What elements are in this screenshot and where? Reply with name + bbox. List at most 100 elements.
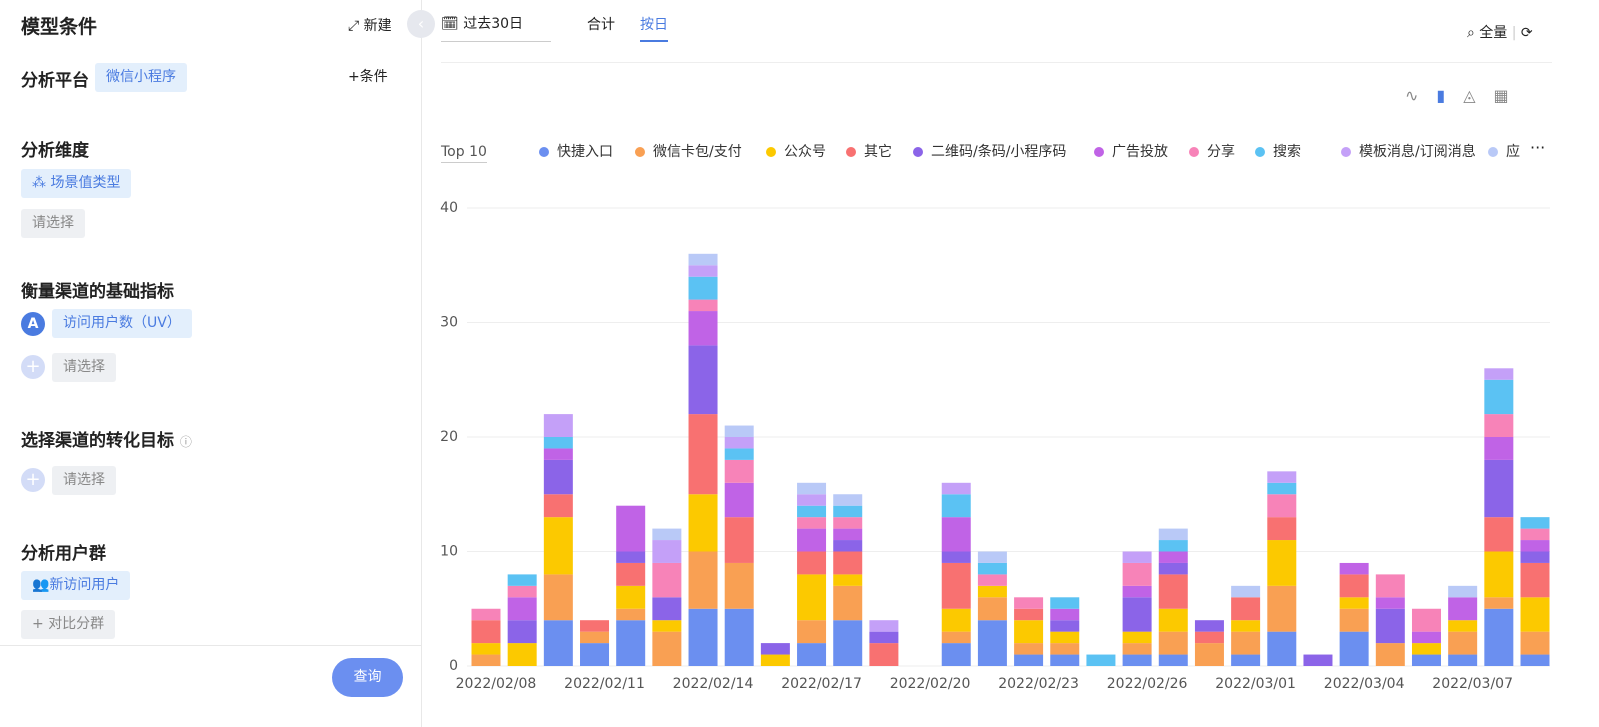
bar-segment <box>1339 608 1369 632</box>
bar-segment <box>1375 574 1405 598</box>
tag[interactable]: 访问用户数（UV） <box>52 309 192 338</box>
bar-segment <box>1448 585 1478 598</box>
legend-label: 快捷入口 <box>557 144 613 160</box>
bar-segment <box>1050 654 1080 666</box>
bar-segment <box>797 643 827 666</box>
bar-segment <box>1122 597 1152 632</box>
bar-segment <box>688 265 718 277</box>
bar-segment <box>1231 597 1261 621</box>
bar-segment <box>543 437 573 449</box>
bar-segment <box>797 551 827 575</box>
y-tick-label: 10 <box>440 544 458 560</box>
bar-segment <box>1231 631 1261 655</box>
bar-segment <box>1411 643 1441 655</box>
bar-segment <box>471 643 501 655</box>
bar-segment <box>688 276 718 300</box>
more[interactable]: ··· <box>1530 138 1546 157</box>
bar-segment <box>1267 494 1297 518</box>
bar-segment <box>1231 585 1261 598</box>
tag[interactable]: 微信小程序 <box>95 63 187 92</box>
x-tick-label: 2022/02/17 <box>781 676 862 692</box>
y-tick-label: 0 <box>449 658 458 674</box>
bar-segment <box>1411 631 1441 644</box>
bar-segment <box>543 574 573 621</box>
bar-segment <box>616 585 646 609</box>
bar-segment <box>580 643 610 666</box>
scope[interactable]: ⌕ 全量 | ⟳ <box>1467 25 1533 41</box>
compare[interactable]: + 对比分群 <box>21 610 116 639</box>
bar-segment <box>797 505 827 518</box>
bar-segment <box>1520 540 1550 552</box>
x-tick-label: 2022/03/07 <box>1432 676 1513 692</box>
label: 分析用户群 <box>21 544 106 564</box>
y-tick-label: 20 <box>440 429 458 445</box>
bar-segment <box>543 494 573 518</box>
bar-segment <box>1122 551 1152 563</box>
bar-segment <box>652 562 682 598</box>
new-button[interactable]: ⤢ 新建 <box>348 15 392 35</box>
plus-icon[interactable]: + <box>21 355 45 379</box>
select[interactable]: 请选择 <box>52 353 116 382</box>
bar-segment <box>543 517 573 575</box>
bar-segment <box>941 482 971 495</box>
bar-segment <box>941 643 971 666</box>
x-tick-label: 2022/02/14 <box>673 676 754 692</box>
bar-segment <box>941 631 971 644</box>
bar-segment <box>1484 379 1514 415</box>
bar-segment <box>688 494 718 552</box>
bar-segment <box>869 620 899 632</box>
bar-segment <box>652 597 682 621</box>
bar-segment <box>760 654 790 666</box>
x-tick-label: 2022/02/08 <box>456 676 537 692</box>
legend-label: 分享 <box>1207 143 1235 160</box>
label: 对比分群 <box>48 616 105 632</box>
bar-segment <box>616 505 646 552</box>
top-select[interactable]: Top 10 <box>441 144 487 163</box>
bar-segment <box>1267 471 1297 483</box>
query-button[interactable]: 查询 <box>332 658 403 697</box>
add-condition[interactable]: +条件 <box>348 69 388 85</box>
tag[interactable]: ⁂ 场景值类型 <box>21 169 132 198</box>
bar-segment <box>1158 608 1188 632</box>
bar-segment <box>1267 540 1297 586</box>
plus-icon[interactable]: + <box>21 468 45 492</box>
bar-segment <box>1267 517 1297 541</box>
legend-dot <box>766 147 776 157</box>
tab[interactable]: 按日 <box>640 14 668 42</box>
info-icon[interactable]: ⓘ <box>179 435 192 449</box>
bar-segment <box>1520 597 1550 632</box>
bar-segment <box>833 494 863 506</box>
bar-segment <box>1014 620 1044 644</box>
bar-segment <box>543 448 573 460</box>
bar-segment <box>797 574 827 621</box>
bar-segment <box>869 631 899 644</box>
tab[interactable]: 合计 <box>587 17 615 33</box>
bar-segment <box>833 620 863 666</box>
badge: A <box>21 312 45 336</box>
legend-dot <box>1341 147 1351 157</box>
bar-segment <box>833 505 863 518</box>
bar-segment <box>797 482 827 495</box>
label: 衡量渠道的基础指标 <box>21 282 174 302</box>
date-picker[interactable]: 🗓 过去30日 <box>441 12 551 42</box>
bar-segment <box>941 494 971 518</box>
bar-segment <box>1448 654 1478 666</box>
bar-segment <box>724 608 754 666</box>
bar-segment <box>797 517 827 529</box>
bar-segment <box>833 585 863 621</box>
collapse[interactable]: ‹ <box>407 10 435 38</box>
bar-segment <box>507 643 537 666</box>
bar-segment <box>797 494 827 506</box>
x-tick-label: 2022/02/26 <box>1107 676 1188 692</box>
select[interactable]: 请选择 <box>52 466 116 495</box>
select[interactable]: 请选择 <box>21 209 85 238</box>
chart-switch[interactable]: ∿▮◬▦ <box>1405 86 1527 105</box>
bar-segment <box>1014 654 1044 666</box>
bar-segment <box>1267 585 1297 632</box>
bar-segment <box>1411 654 1441 666</box>
tag[interactable]: 👥新访问用户 <box>21 571 131 600</box>
label: 分析平台 <box>21 71 89 91</box>
bar-segment <box>1520 528 1550 541</box>
bar-segment <box>833 528 863 541</box>
